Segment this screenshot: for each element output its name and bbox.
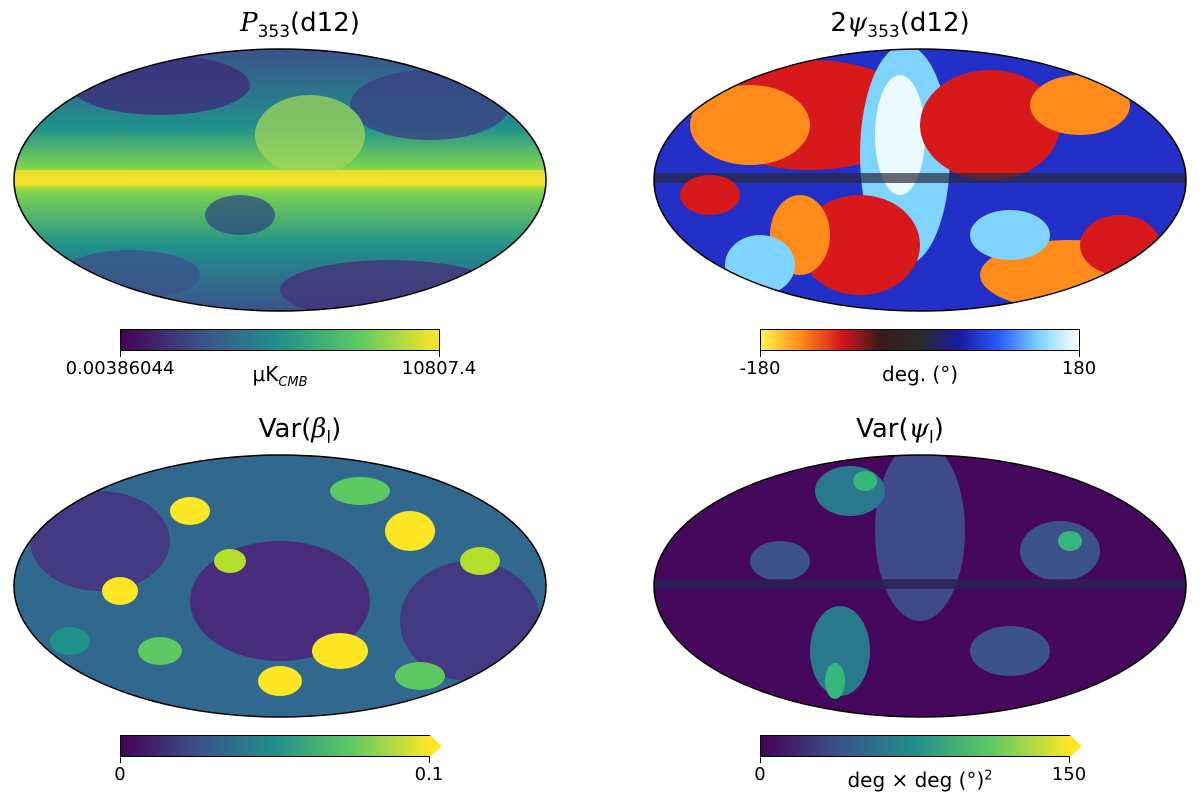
colorbar-max-label: 150: [1051, 764, 1087, 785]
colorbar-tick-min: [760, 350, 761, 357]
colorbar-tick-max: [439, 350, 440, 357]
panel-title: Var(ψl): [600, 414, 1200, 448]
panel-title: P353(d12): [0, 8, 600, 42]
colorbar-tick-max: [1079, 350, 1080, 357]
unit-sub: CMB: [278, 375, 308, 390]
title-subscript: l: [929, 428, 934, 449]
unit-main: deg × deg (°): [847, 768, 985, 792]
title-symbol: β: [311, 414, 327, 444]
colorbar-diverging: [760, 329, 1080, 351]
title-suffix: (d12): [290, 8, 360, 38]
colorbar-unit: deg. (°): [881, 362, 959, 386]
title-symbol: ψ: [846, 8, 868, 38]
colorbar-viridis: [760, 735, 1070, 757]
panel-title: 2ψ353(d12): [600, 8, 1200, 42]
title-suffix: ): [331, 414, 342, 444]
title-subscript: l: [326, 428, 332, 449]
title-subscript: 353: [867, 22, 900, 43]
colorbar-min-label: 0: [114, 764, 126, 785]
title-prefix: 2: [830, 8, 847, 38]
colorbar-max-label: 0.1: [414, 764, 444, 785]
unit-sup: 2: [984, 768, 993, 784]
mollweide-map-psi-variance: [653, 454, 1187, 718]
panel-title: Var(βl): [0, 414, 600, 448]
colorbar-unit: deg × deg (°)2: [847, 768, 992, 792]
title-suffix: ): [933, 414, 944, 444]
colorbar-min-label: 0.00386044: [65, 358, 175, 379]
mollweide-map-beta-variance: [13, 454, 547, 718]
panel-polarized-intensity: P353(d12) 0.00386: [0, 0, 600, 406]
colorbar-tick-min: [120, 350, 121, 357]
panel-beta-variance: Var(βl) 0 0.1: [0, 406, 600, 812]
mollweide-map-psi353: [653, 48, 1187, 312]
title-symbol: ψ: [908, 414, 930, 444]
panel-psi-variance: Var(ψl) 0 150 deg × deg (°)2: [600, 406, 1200, 812]
unit-main: μK: [252, 362, 279, 386]
colorbar-unit: μKCMB: [252, 362, 307, 390]
colorbar-tick-max: [1069, 756, 1070, 763]
colorbar-tick-min: [760, 756, 761, 763]
colorbar-min-label: -180: [739, 358, 781, 379]
title-subscript: 353: [257, 22, 291, 43]
colorbar-tick-min: [120, 756, 121, 763]
colorbar-max-label: 180: [1061, 358, 1097, 379]
colorbar-viridis: [120, 329, 440, 351]
colorbar-min-label: 0: [754, 764, 766, 785]
title-prefix: Var(: [258, 414, 312, 444]
colorbar-max-label: 10807.4: [401, 358, 477, 379]
mollweide-map-p353: [13, 48, 547, 312]
title-symbol: P: [240, 8, 258, 38]
title-suffix: (d12): [899, 8, 970, 38]
panel-polarization-angle: 2ψ353(d12) -180 180 deg. (°): [600, 0, 1200, 406]
colorbar-tick-max: [429, 756, 430, 763]
title-prefix: Var(: [856, 414, 909, 444]
colorbar-extend-arrow: [430, 735, 442, 757]
colorbar-viridis: [120, 735, 430, 757]
colorbar-extend-arrow: [1070, 735, 1082, 757]
